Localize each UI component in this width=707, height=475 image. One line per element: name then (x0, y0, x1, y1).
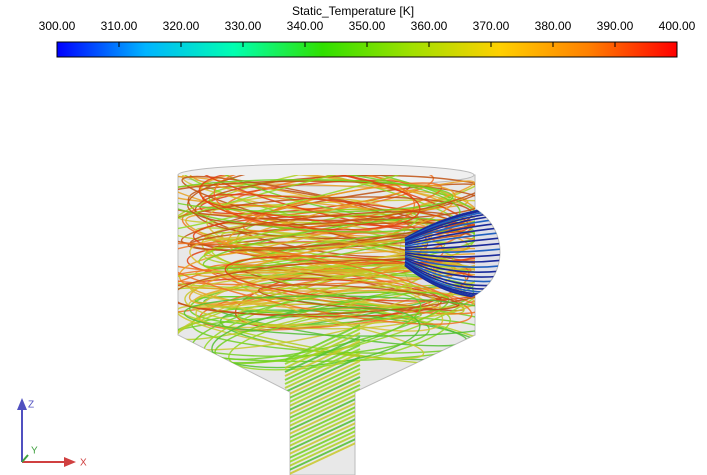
x-label: X (80, 458, 87, 469)
z-label: Z (28, 400, 34, 411)
tick-label: 300.00 (39, 19, 76, 33)
tick-label: 380.00 (535, 19, 572, 33)
tick-label: 400.00 (659, 19, 696, 33)
x-arrow (64, 457, 76, 467)
axes-triad: Z Y X (17, 398, 87, 469)
tick-label: 330.00 (225, 19, 262, 33)
tick-label: 370.00 (473, 19, 510, 33)
tick-label: 390.00 (597, 19, 634, 33)
tick-label: 320.00 (163, 19, 200, 33)
z-arrow (17, 398, 27, 410)
tick-label: 360.00 (411, 19, 448, 33)
tick-label: 310.00 (101, 19, 138, 33)
tick-label: 350.00 (349, 19, 386, 33)
scene: Static_Temperature [K] 300.00 310.00 320.0… (0, 0, 707, 475)
tick-label: 340.00 (287, 19, 324, 33)
colorbar-title: Static_Temperature [K] (292, 4, 414, 18)
y-label: Y (31, 446, 38, 457)
